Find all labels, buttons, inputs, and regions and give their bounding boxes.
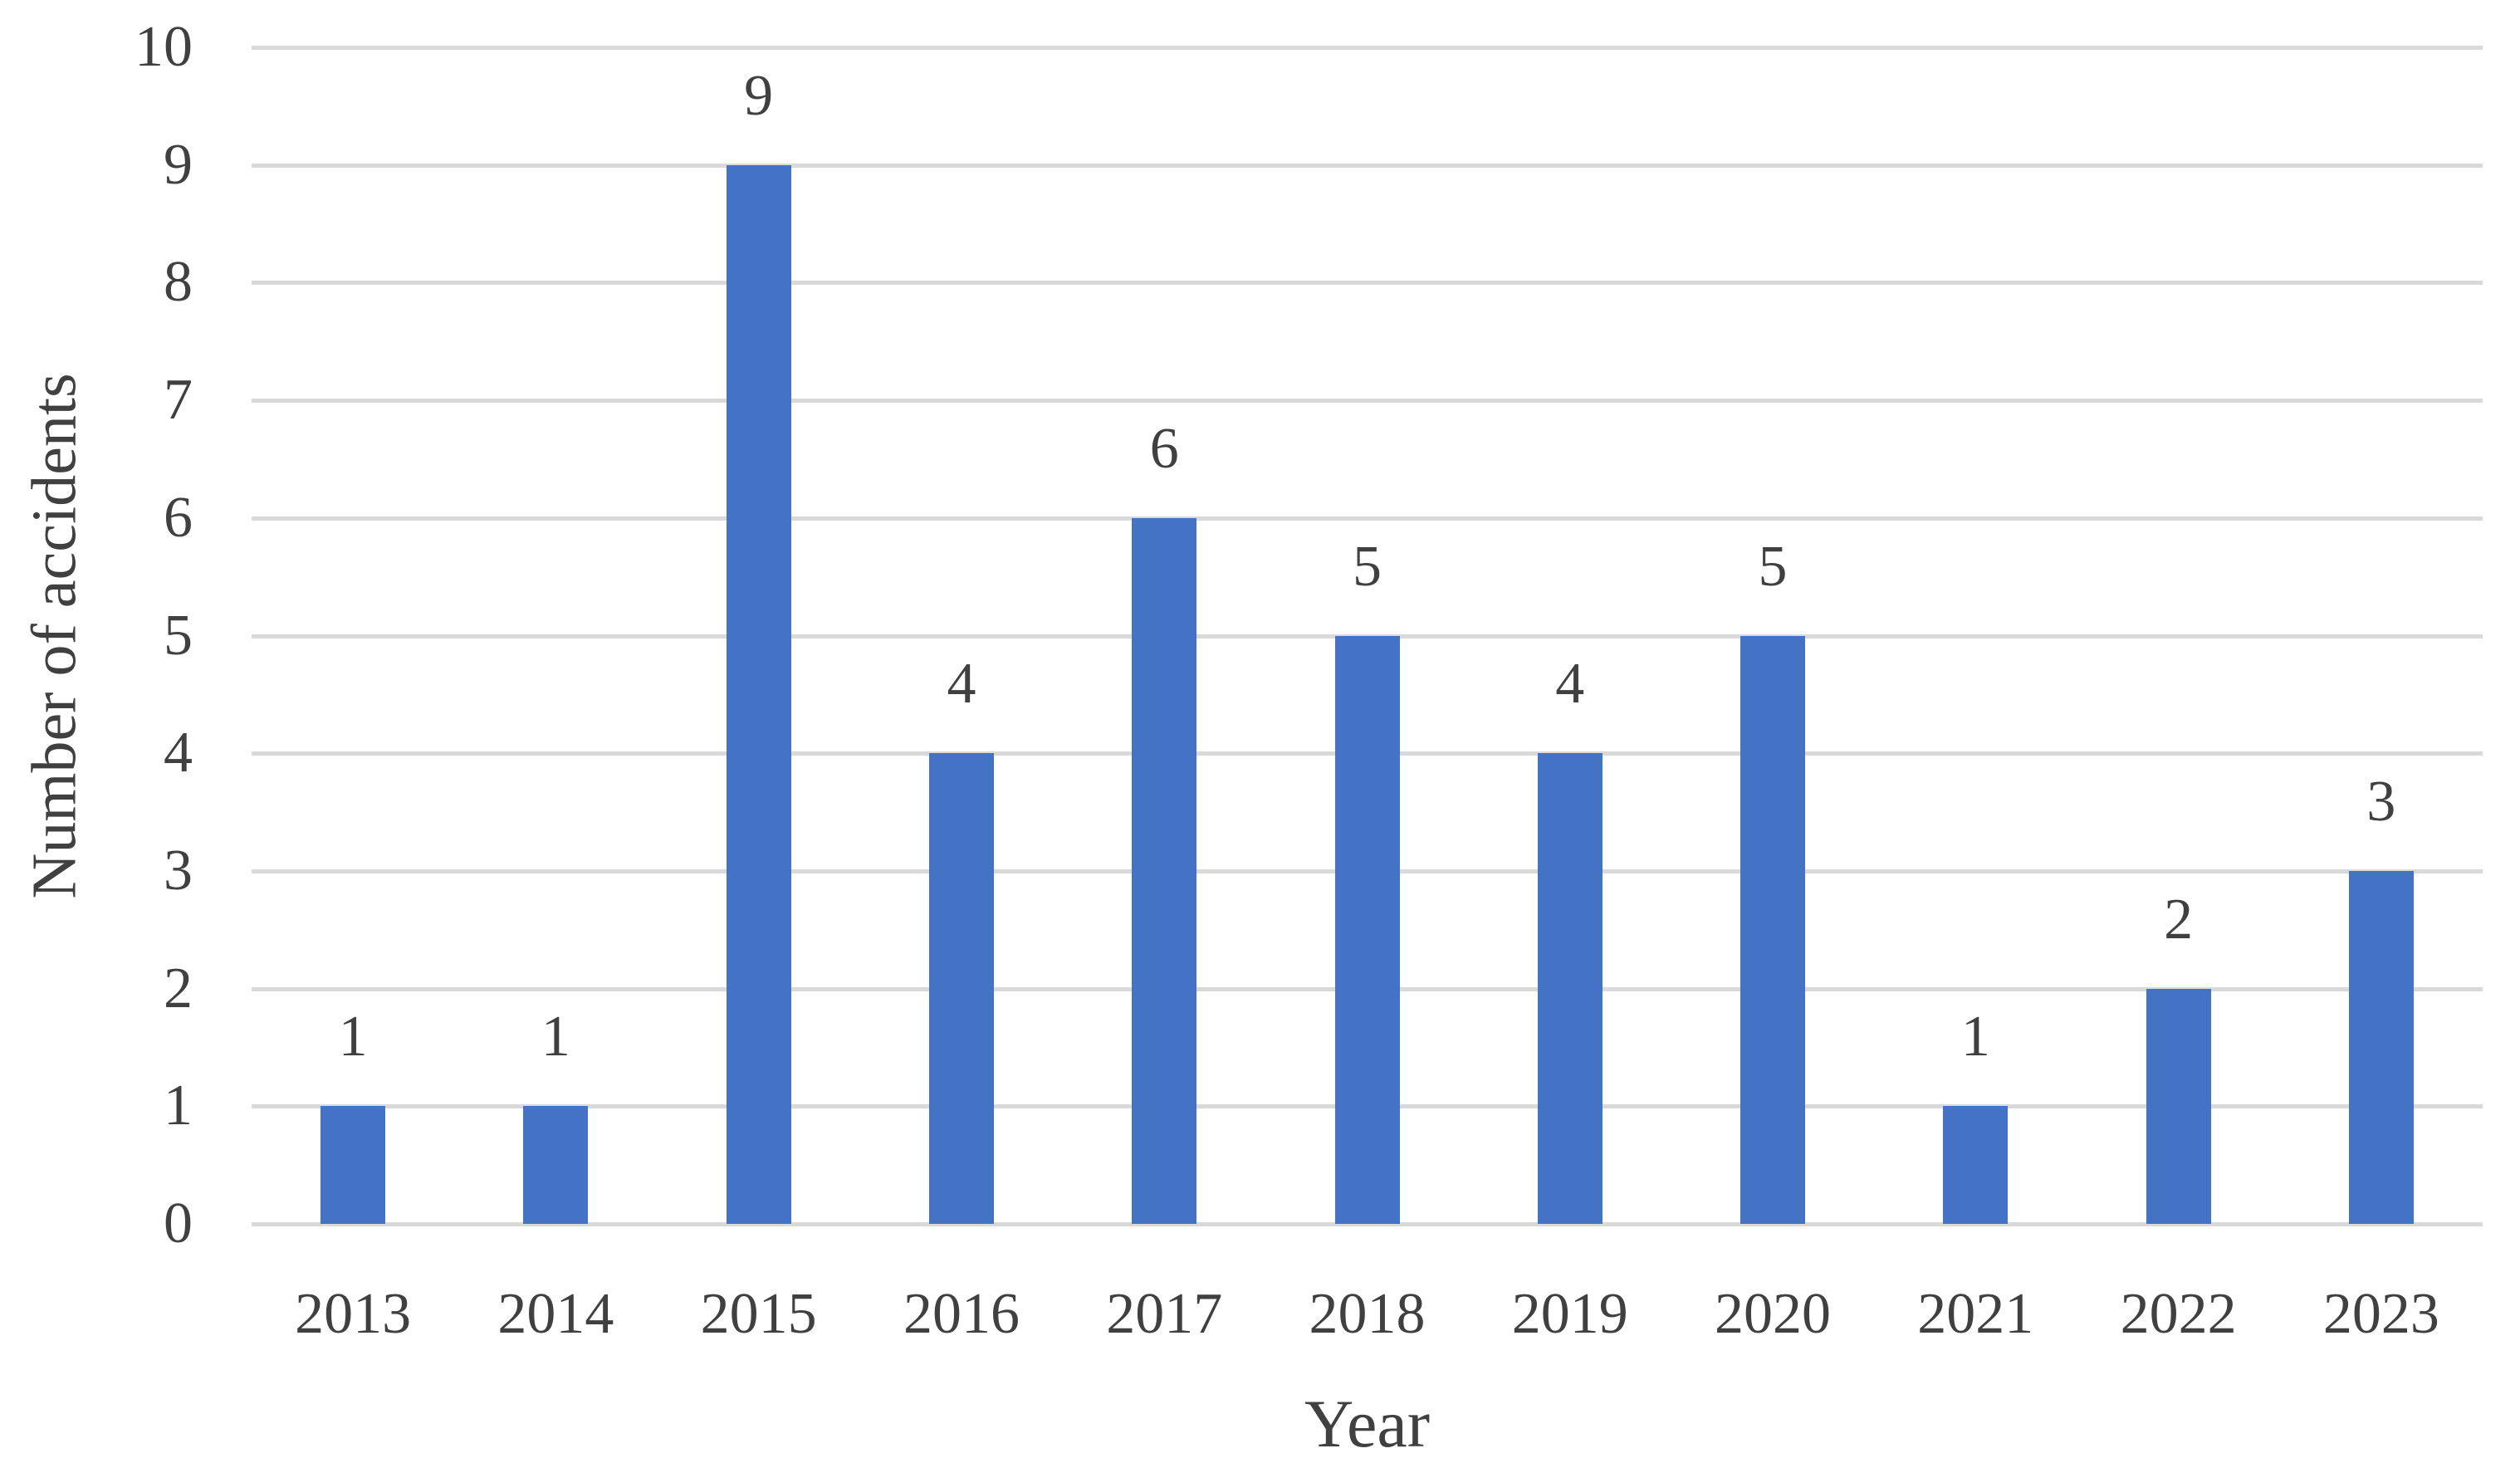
gridline-6: [252, 516, 2483, 521]
y-tick-label-8: 8: [164, 250, 193, 315]
data-label-2022: 2: [2164, 887, 2194, 952]
y-tick-label-6: 6: [164, 485, 193, 550]
data-label-2015: 9: [744, 63, 774, 128]
data-label-2013: 1: [338, 1005, 368, 1069]
bar-2023: [2348, 870, 2414, 1224]
y-tick-label-3: 3: [164, 838, 193, 903]
y-tick-label-9: 9: [164, 132, 193, 197]
bar-2021: [1943, 1106, 2009, 1224]
data-label-2014: 1: [541, 1005, 570, 1069]
x-tick-label-2018: 2018: [1309, 1282, 1426, 1346]
bar-2013: [321, 1106, 386, 1224]
x-tick-label-2019: 2019: [1511, 1282, 1628, 1346]
data-label-2016: 4: [947, 652, 976, 717]
x-tick-label-2022: 2022: [2120, 1282, 2237, 1346]
gridline-9: [252, 163, 2483, 168]
y-tick-label-0: 0: [164, 1191, 193, 1255]
bar-2019: [1537, 753, 1603, 1224]
gridline-7: [252, 399, 2483, 404]
y-tick-label-4: 4: [164, 721, 193, 785]
x-tick-label-2014: 2014: [497, 1282, 614, 1346]
x-tick-label-2021: 2021: [1917, 1282, 2034, 1346]
data-label-2017: 6: [1149, 416, 1179, 481]
data-label-2021: 1: [1960, 1005, 1990, 1069]
data-label-2023: 3: [2366, 769, 2396, 834]
gridline-0: [252, 1222, 2483, 1226]
x-axis-title: Year: [1304, 1386, 1431, 1461]
bar-2014: [523, 1106, 589, 1224]
y-tick-label-2: 2: [164, 956, 193, 1020]
bar-2022: [2146, 988, 2211, 1224]
y-tick-label-1: 1: [164, 1074, 193, 1138]
x-tick-label-2015: 2015: [700, 1282, 817, 1346]
y-tick-label-10: 10: [135, 15, 193, 79]
data-label-2018: 5: [1353, 534, 1382, 599]
plot-area: 1 1 9 4 6 5 4 5 1 2 3: [252, 46, 2483, 1226]
bar-2016: [928, 753, 994, 1224]
x-tick-label-2020: 2020: [1715, 1282, 1832, 1346]
x-tick-label-2013: 2013: [295, 1282, 412, 1346]
data-label-2020: 5: [1758, 534, 1788, 599]
x-tick-label-2016: 2016: [903, 1282, 1020, 1346]
bar-2018: [1334, 635, 1400, 1224]
bar-2017: [1132, 517, 1197, 1224]
y-tick-label-7: 7: [164, 368, 193, 433]
y-tick-label-5: 5: [164, 603, 193, 668]
gridline-10: [252, 46, 2483, 50]
x-tick-label-2017: 2017: [1106, 1282, 1223, 1346]
data-label-2019: 4: [1555, 652, 1585, 717]
bar-2020: [1740, 635, 1806, 1224]
gridline-8: [252, 281, 2483, 286]
x-tick-label-2023: 2023: [2322, 1282, 2439, 1346]
bar-2015: [726, 164, 791, 1224]
